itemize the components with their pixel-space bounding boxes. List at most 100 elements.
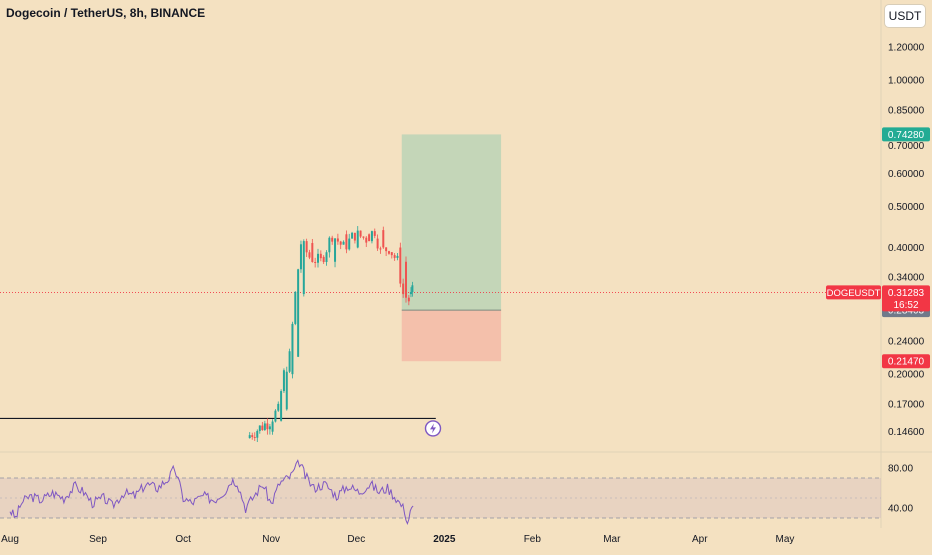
price-tick-label: 1.00000 bbox=[888, 76, 925, 87]
candle-body bbox=[365, 237, 368, 243]
candle-body bbox=[362, 236, 365, 238]
price-tick-label: 1.20000 bbox=[888, 42, 925, 53]
candle-body bbox=[294, 291, 297, 324]
candle-body bbox=[359, 230, 362, 237]
candle-body bbox=[305, 241, 308, 253]
candle-body bbox=[266, 423, 269, 430]
candle-body bbox=[339, 241, 342, 245]
candle-body bbox=[393, 255, 396, 258]
candle-body bbox=[370, 231, 373, 242]
candle-body bbox=[407, 297, 410, 302]
time-axis-label: Apr bbox=[692, 534, 708, 545]
candle-body bbox=[409, 292, 412, 295]
candle-body bbox=[268, 426, 271, 430]
price-tick-label: 0.14600 bbox=[888, 427, 925, 438]
time-axis-label: Dec bbox=[347, 534, 365, 545]
candle-body bbox=[328, 237, 331, 253]
symbol-tag bbox=[826, 285, 881, 300]
candle-body bbox=[373, 231, 376, 236]
candle-body bbox=[402, 283, 405, 295]
time-axis-label: 2025 bbox=[433, 534, 456, 545]
candle-body bbox=[345, 234, 348, 250]
candle-body bbox=[353, 232, 356, 241]
time-axis-label: Aug bbox=[1, 534, 19, 545]
candle-body bbox=[261, 425, 264, 431]
candle-body bbox=[385, 247, 388, 252]
candle-body bbox=[308, 252, 311, 258]
candle-body bbox=[311, 243, 314, 262]
time-axis-label: Sep bbox=[89, 534, 107, 545]
price-tick-label: 0.60000 bbox=[888, 169, 925, 180]
candle-body bbox=[325, 252, 328, 262]
candle-body bbox=[399, 247, 402, 284]
rsi-tick-label: 80.00 bbox=[888, 464, 913, 475]
candle-body bbox=[336, 238, 339, 242]
candle-body bbox=[280, 391, 283, 421]
current-price-tag-text: 0.31283 bbox=[888, 288, 925, 299]
candle-body bbox=[319, 253, 322, 259]
candle-body bbox=[334, 238, 337, 262]
price-tick-label: 0.24000 bbox=[888, 336, 925, 347]
price-tick-label: 0.40000 bbox=[888, 243, 925, 254]
candle-body bbox=[285, 371, 288, 410]
currency-button[interactable]: USDT bbox=[884, 4, 926, 28]
candle-body bbox=[314, 261, 317, 263]
time-axis-label: Mar bbox=[603, 534, 621, 545]
time-axis-label: Oct bbox=[175, 534, 191, 545]
price-tick-label: 0.85000 bbox=[888, 105, 925, 116]
candle-body bbox=[368, 234, 371, 242]
current-price-tag-countdown: 16:52 bbox=[893, 300, 918, 311]
candle-body bbox=[253, 436, 256, 438]
profit-zone[interactable] bbox=[401, 134, 502, 311]
candle-body bbox=[299, 244, 302, 270]
candle-body bbox=[271, 421, 274, 432]
candle-body bbox=[342, 241, 345, 245]
price-tick-label: 0.70000 bbox=[888, 141, 925, 152]
stop-price-tag-text: 0.21470 bbox=[888, 357, 925, 368]
price-tick-label: 0.50000 bbox=[888, 202, 925, 213]
candle-body bbox=[256, 430, 259, 438]
candle-body bbox=[251, 435, 254, 437]
time-axis-label: Feb bbox=[524, 534, 542, 545]
candle-body bbox=[297, 269, 300, 357]
price-tick-label: 0.34000 bbox=[888, 273, 925, 284]
candle-body bbox=[288, 351, 291, 372]
candle-body bbox=[405, 261, 407, 298]
rsi-line bbox=[9, 459, 414, 525]
candle-body bbox=[248, 435, 251, 439]
candle-body bbox=[263, 423, 266, 431]
candle-body bbox=[387, 251, 390, 254]
candle-body bbox=[379, 248, 382, 250]
current-price-tag bbox=[882, 285, 930, 312]
symbol-tag-text: DOGEUSDT bbox=[827, 288, 881, 299]
candle-body bbox=[351, 232, 354, 239]
rsi-tick-label: 40.00 bbox=[888, 504, 913, 515]
candle-body bbox=[376, 238, 379, 249]
time-axis-label: Nov bbox=[262, 534, 280, 545]
candle-body bbox=[331, 237, 334, 242]
candle-body bbox=[356, 230, 359, 248]
candle-body bbox=[317, 253, 319, 263]
candle-body bbox=[277, 403, 280, 411]
stop-price-tag bbox=[882, 354, 930, 369]
candle-body bbox=[282, 370, 285, 392]
time-axis-label: May bbox=[776, 534, 795, 545]
candle-body bbox=[274, 410, 277, 422]
target-price-tag-text: 0.74280 bbox=[888, 130, 925, 141]
candle-body bbox=[411, 285, 414, 293]
loss-zone[interactable] bbox=[401, 310, 502, 362]
candle-body bbox=[302, 241, 305, 295]
candle-body bbox=[291, 323, 294, 375]
price-tick-label: 0.20000 bbox=[888, 370, 925, 381]
target-price-tag bbox=[882, 127, 930, 142]
price-tick-label: 0.17000 bbox=[888, 399, 925, 410]
candle-body bbox=[390, 252, 393, 256]
candle-body bbox=[322, 256, 325, 262]
candle-body bbox=[396, 255, 399, 258]
chart-title: Dogecoin / TetherUS, 8h, BINANCE bbox=[6, 6, 206, 20]
candle-body bbox=[258, 425, 261, 431]
candle-body bbox=[382, 230, 385, 248]
candle-body bbox=[348, 238, 351, 250]
